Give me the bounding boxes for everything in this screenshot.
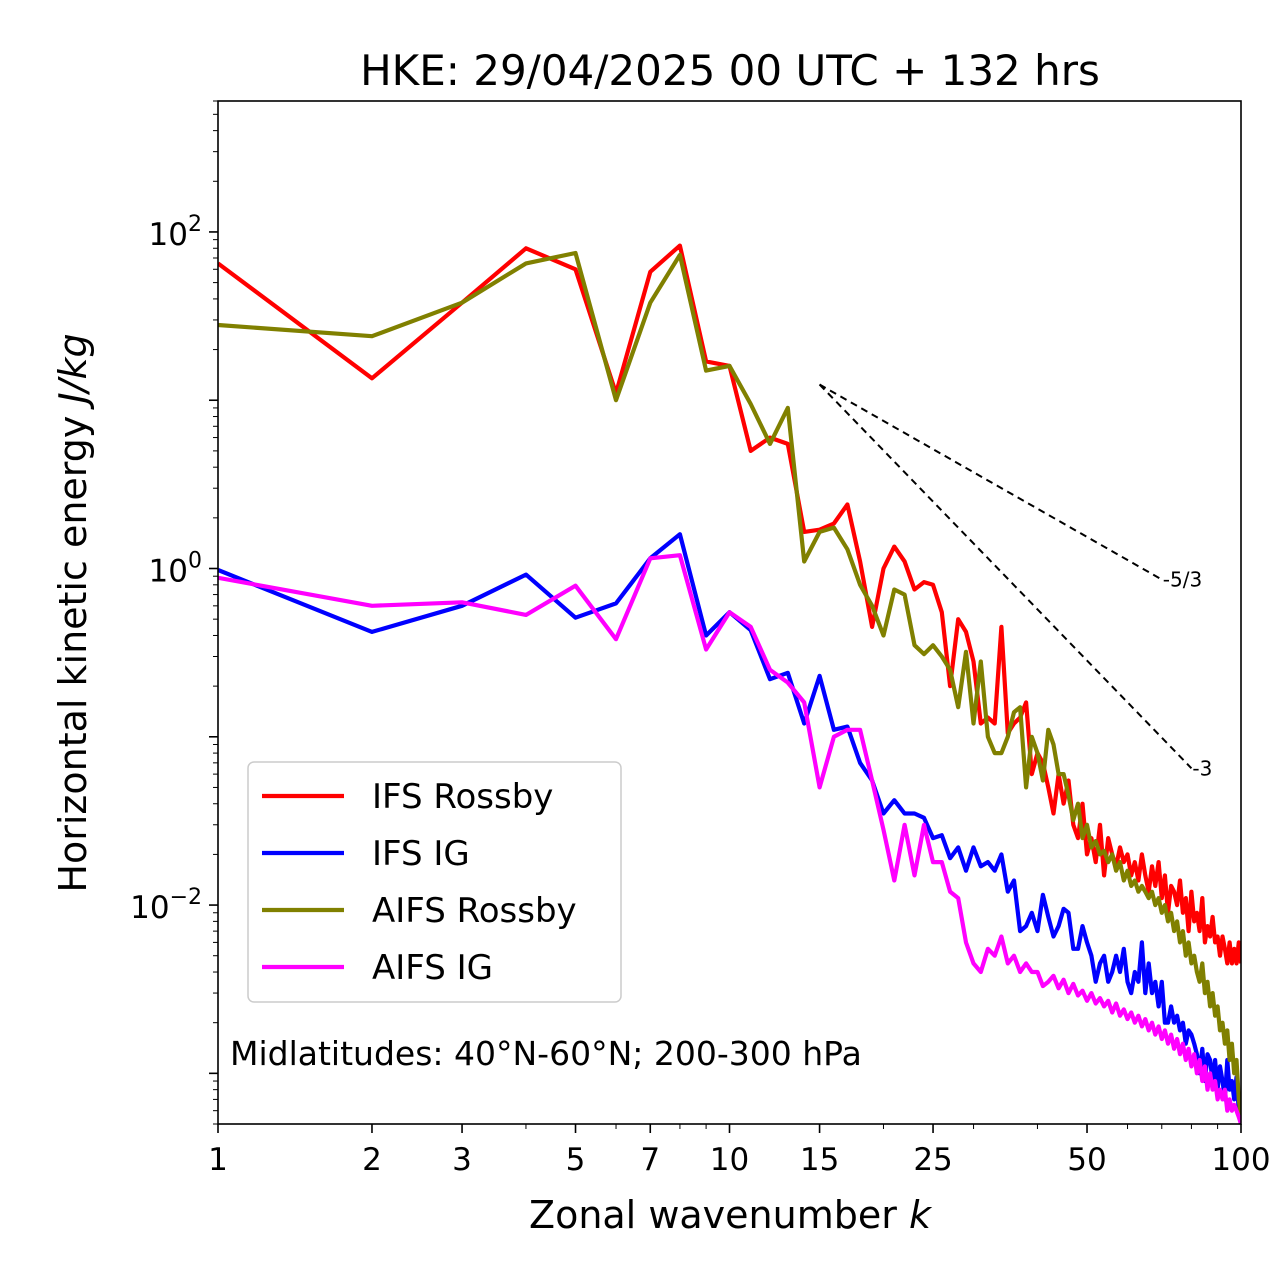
x-tick-label: 25 bbox=[913, 1142, 952, 1178]
legend-label: AIFS IG bbox=[372, 948, 493, 988]
slope-label: -3 bbox=[1192, 756, 1212, 780]
legend: IFS Rossby IFS IG AIFS Rossby AIFS IG bbox=[247, 761, 622, 1003]
legend-box bbox=[247, 761, 622, 1003]
region-annotation: Midlatitudes: 40°N-60°N; 200-300 hPa bbox=[230, 1034, 862, 1073]
x-axis-ticks: 1 2 3 5 7 10 15 25 50 100 bbox=[208, 1124, 1271, 1178]
y-tick-label: 102 bbox=[149, 212, 202, 253]
x-axis-variable: k bbox=[909, 1193, 933, 1237]
legend-label: IFS Rossby bbox=[372, 777, 553, 817]
series-layer bbox=[218, 243, 1241, 1124]
y-axis-ticks: 102 100 10−2 bbox=[130, 212, 218, 926]
x-tick-label: 10 bbox=[710, 1142, 749, 1178]
x-axis-label: Zonal wavenumber k bbox=[529, 1193, 933, 1237]
slope-line bbox=[819, 383, 1163, 581]
series-line-aifs-ig bbox=[218, 553, 1241, 1124]
slope-label: -5/3 bbox=[1163, 568, 1202, 592]
y-axis-unit: J/kg bbox=[51, 333, 95, 410]
y-minor-ticks bbox=[209, 100, 218, 1125]
y-tick-label: 100 bbox=[149, 549, 202, 590]
chart-title: HKE: 29/04/2025 00 UTC + 132 hrs bbox=[360, 46, 1100, 95]
x-tick-label: 100 bbox=[1211, 1142, 1270, 1178]
legend-label: IFS IG bbox=[372, 834, 470, 874]
x-tick-label: 2 bbox=[362, 1142, 382, 1178]
x-tick-label: 3 bbox=[452, 1142, 472, 1178]
x-tick-label: 7 bbox=[640, 1142, 660, 1178]
x-minor-ticks bbox=[525, 1124, 1219, 1129]
x-tick-label: 5 bbox=[566, 1142, 586, 1178]
y-tick-label: 10−2 bbox=[130, 885, 202, 926]
legend-label: AIFS Rossby bbox=[372, 891, 577, 931]
y-axis-label: Horizontal kinetic energy J/kg bbox=[51, 333, 95, 892]
x-tick-label: 1 bbox=[208, 1142, 228, 1178]
slope-line bbox=[818, 383, 1193, 769]
reference-slopes: -5/3 -3 bbox=[818, 383, 1212, 780]
series-line-aifs-rossby bbox=[218, 250, 1241, 1118]
x-tick-label: 15 bbox=[800, 1142, 839, 1178]
x-tick-label: 50 bbox=[1067, 1142, 1106, 1178]
